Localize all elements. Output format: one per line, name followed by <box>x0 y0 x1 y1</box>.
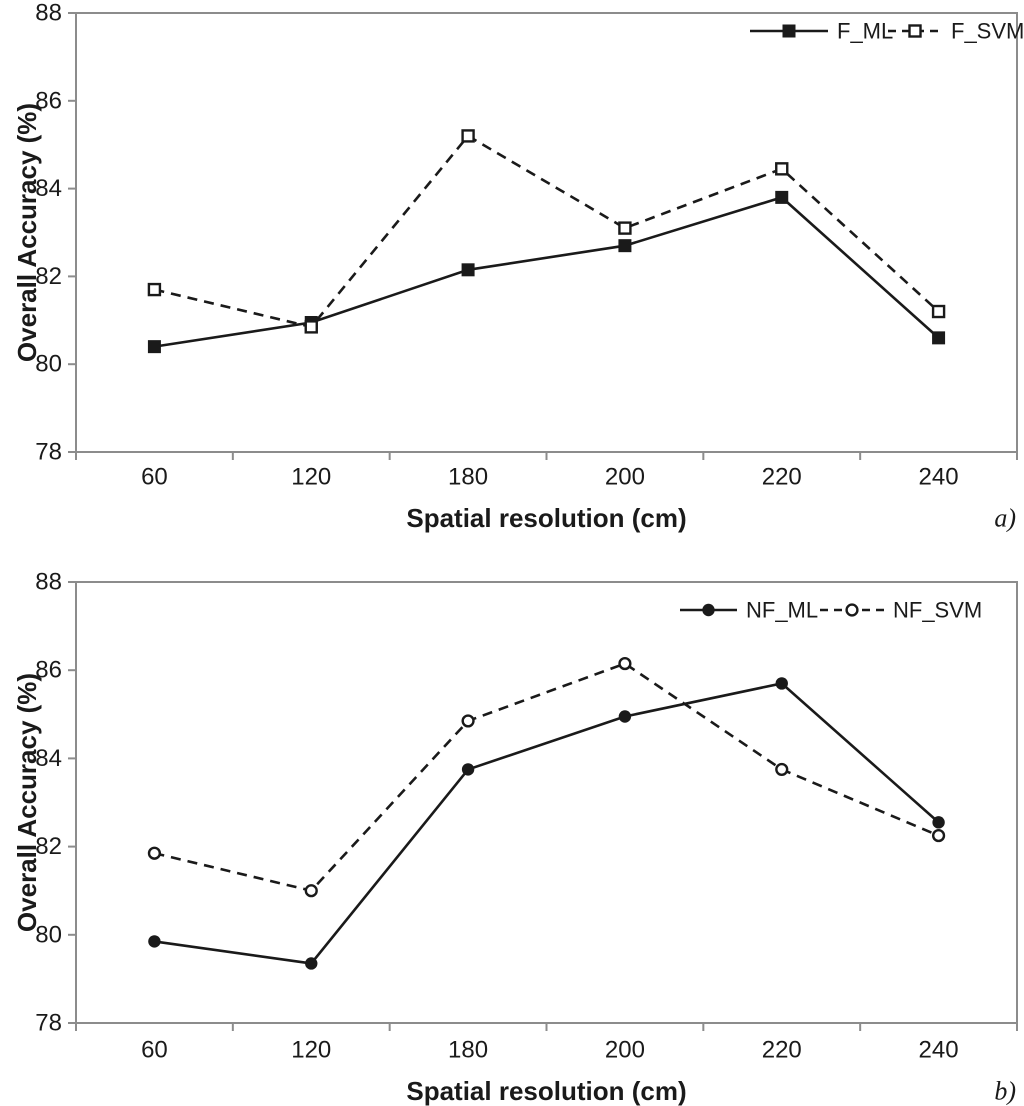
legend-marker-F_ML <box>782 24 796 38</box>
series-line-F_SVM <box>154 134 940 329</box>
series-line-NF_ML <box>154 682 940 965</box>
accuracy-vs-resolution-chart-a: 78 80 82 84 86 88 60 120 180 200 220 240 Overall Acc… <box>12 0 1024 533</box>
y-tick-label: 88 <box>35 569 62 596</box>
data-point-marker-NF_ML <box>775 677 788 690</box>
accuracy-vs-resolution-chart-b: 78 80 82 84 86 88 60 120 180 200 220 240 Overall Acc… <box>12 569 1018 1106</box>
data-point-marker-NF_ML <box>932 816 945 829</box>
series-line-NF_SVM <box>154 662 940 893</box>
plot-area <box>75 581 1018 1024</box>
data-point-marker-F_ML <box>461 263 475 277</box>
data-point-marker-NF_ML <box>148 935 161 948</box>
legend-marker-NF_SVM <box>845 603 859 617</box>
data-point-marker-F_ML <box>147 340 161 354</box>
x-tick-label: 60 <box>141 464 168 491</box>
chart-panel-b: 78 80 82 84 86 88 60 120 180 200 220 240 Overall Acc… <box>0 553 1024 1106</box>
plot-area <box>75 12 1018 453</box>
y-axis-title: Overall Accuracy (%) <box>12 103 42 362</box>
y-tick-label: 86 <box>35 87 62 114</box>
legend-label-NF_SVM: NF_SVM <box>893 598 982 623</box>
y-axis-title: Overall Accuracy (%) <box>12 673 42 932</box>
x-tick-label: 180 <box>448 464 488 491</box>
chart-panel-a: 78 80 82 84 86 88 60 120 180 200 220 240 Overall Acc… <box>12 0 1024 533</box>
data-point-marker-NF_SVM <box>304 884 318 898</box>
data-point-marker-F_ML <box>932 331 946 345</box>
x-tick-label: 60 <box>141 1037 168 1064</box>
data-point-marker-NF_SVM <box>931 828 946 843</box>
x-axis-title: Spatial resolution (cm) <box>406 1076 686 1106</box>
data-point-marker-F_SVM <box>304 320 318 334</box>
y-tick-label: 82 <box>35 263 62 290</box>
data-point-marker-NF_ML <box>461 763 475 776</box>
panel-label: a) <box>994 504 1016 533</box>
data-point-marker-F_ML <box>775 190 789 204</box>
x-tick-label: 120 <box>291 464 331 491</box>
data-point-marker-NF_ML <box>305 957 318 970</box>
legend-label-NF_ML: NF_ML <box>746 598 818 623</box>
y-tick-label: 78 <box>35 439 62 466</box>
y-tick-label: 78 <box>35 1010 62 1037</box>
data-point-marker-NF_SVM <box>461 714 475 728</box>
data-point-marker-F_SVM <box>931 304 946 319</box>
x-tick-label: 240 <box>919 464 959 491</box>
data-point-marker-NF_SVM <box>147 846 162 860</box>
y-tick-label: 84 <box>35 745 62 772</box>
y-tick-label: 80 <box>35 921 62 948</box>
data-point-marker-NF_SVM <box>775 762 789 777</box>
x-tick-label: 200 <box>605 464 645 491</box>
y-tick-label: 84 <box>35 175 62 202</box>
data-point-marker-NF_SVM <box>618 656 632 671</box>
panel-label: b) <box>994 1077 1016 1106</box>
x-tick-label: 240 <box>919 1037 959 1064</box>
legend-marker-F_SVM <box>908 24 922 38</box>
y-tick-label: 80 <box>35 351 62 378</box>
x-tick-label: 200 <box>605 1037 645 1064</box>
x-tick-label: 220 <box>762 464 802 491</box>
x-tick-label: 220 <box>762 1037 802 1064</box>
series-line-F_ML <box>154 195 940 348</box>
x-axis-title: Spatial resolution (cm) <box>406 503 686 533</box>
data-point-marker-F_ML <box>618 239 632 253</box>
data-point-marker-NF_ML <box>618 710 632 723</box>
x-tick-label: 120 <box>291 1037 331 1064</box>
data-point-marker-F_SVM <box>618 221 632 235</box>
legend-marker-NF_ML <box>702 603 715 617</box>
data-point-marker-F_SVM <box>461 129 475 143</box>
data-point-marker-F_SVM <box>775 162 789 176</box>
y-tick-label: 82 <box>35 833 62 860</box>
legend-label-F_ML: F_ML <box>837 19 893 44</box>
legend-label-F_SVM: F_SVM <box>951 19 1024 44</box>
x-tick-label: 180 <box>448 1037 488 1064</box>
data-point-marker-F_SVM <box>147 282 162 297</box>
y-tick-label: 88 <box>35 0 62 27</box>
y-tick-label: 86 <box>35 657 62 684</box>
